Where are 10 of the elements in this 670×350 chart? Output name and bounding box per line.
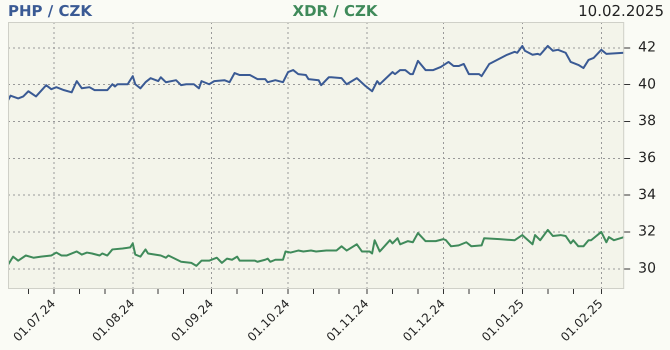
- y-tick-label: 42: [638, 39, 656, 56]
- y-tick-label: 40: [638, 76, 656, 92]
- y-tick-label: 36: [638, 150, 656, 166]
- y-tick-label: 38: [638, 113, 656, 130]
- text: XDR / CZK: [292, 2, 378, 20]
- y-tick-label: 30: [638, 260, 656, 276]
- chart-title: 10.02.2025: [578, 2, 664, 20]
- text: PHP / CZK: [8, 2, 92, 20]
- y-tick-label: 34: [638, 186, 656, 203]
- y-tick-label: 32: [638, 224, 656, 240]
